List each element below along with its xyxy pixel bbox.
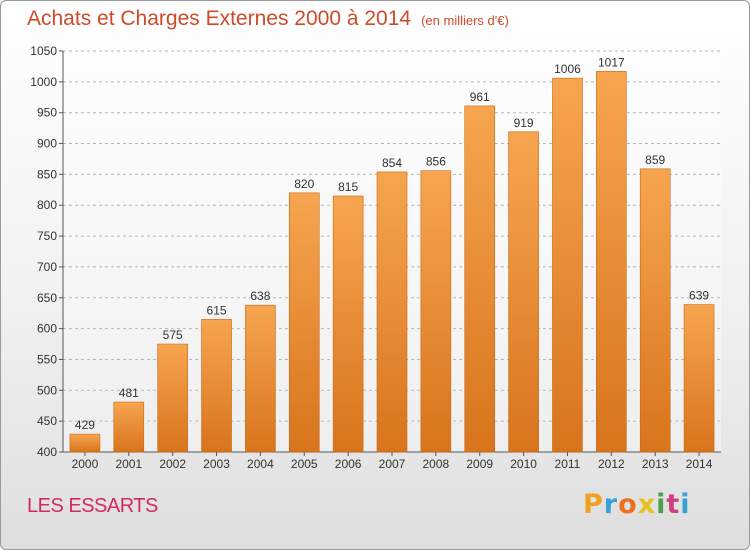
logo-letter: x [637,489,657,520]
bar-value-label: 856 [426,155,446,169]
logo-letter: o [618,489,638,520]
y-tick-label: 600 [37,322,57,336]
x-tick-label: 2010 [510,457,537,471]
y-tick-label: 900 [37,137,57,151]
y-tick-label: 400 [37,445,57,459]
bar [69,433,101,453]
y-tick-label: 1050 [30,44,57,58]
bar-value-label: 859 [645,153,665,167]
chart-title: Achats et Charges Externes 2000 à 2014 (e… [27,7,509,31]
x-tick-label: 2001 [115,457,142,471]
x-tick-label: 2009 [466,457,493,471]
x-tick-label: 2000 [72,457,99,471]
proxiti-logo: Proxiti [583,489,691,520]
bar-value-label: 1006 [554,62,581,76]
bar-value-label: 815 [338,180,358,194]
commune-name: LES ESSARTS [27,495,158,517]
title-text: Achats et Charges Externes 2000 à 2014 [27,7,412,30]
logo-letter: i [680,489,691,520]
x-tick-label: 2014 [686,457,713,471]
bar [376,171,408,453]
x-tick-label: 2012 [598,457,625,471]
y-tick-label: 950 [37,106,57,120]
logo-letter: P [583,489,604,520]
y-tick-label: 800 [37,198,57,212]
y-tick-label: 1000 [30,75,57,89]
bar-value-label: 615 [207,303,227,317]
unit-label: (en milliers d'€) [421,13,509,28]
bar-value-label: 638 [250,289,270,303]
bar [596,71,627,453]
bar-value-label: 639 [689,289,709,303]
bar-value-label: 575 [163,328,183,342]
bar [113,401,145,453]
logo-letter: r [603,489,619,520]
bar [683,304,715,453]
x-tick-label: 2007 [379,457,406,471]
bar [508,131,539,453]
y-tick-label: 550 [37,352,57,366]
bar [332,195,364,453]
x-tick-label: 2013 [642,457,669,471]
bar-value-label: 1017 [598,55,625,69]
x-tick-label: 2003 [203,457,230,471]
y-tick-label: 500 [37,383,57,397]
bar-value-label: 961 [470,90,490,104]
y-tick-label: 850 [37,167,57,181]
x-tick-label: 2004 [247,457,274,471]
bar [552,77,583,453]
bar-value-label: 919 [514,116,534,130]
bar [639,168,671,453]
bar [245,304,276,453]
x-tick-label: 2005 [291,457,318,471]
bar [157,343,188,453]
x-tick-label: 2011 [555,457,581,471]
logo-letter: i [656,489,667,520]
y-tick-label: 700 [37,260,57,274]
x-tick-label: 2008 [423,457,450,471]
bar-value-label: 820 [294,177,314,191]
y-tick-label: 650 [37,291,57,305]
bar-value-label: 854 [382,156,402,170]
bar [464,105,496,453]
bar [201,319,232,453]
y-tick-label: 750 [37,229,57,243]
x-tick-label: 2006 [335,457,362,471]
logo-letter: t [666,489,681,520]
bar [420,170,452,453]
bar-value-label: 481 [119,386,139,400]
bar-value-label: 429 [75,418,95,432]
y-tick-label: 450 [37,414,57,428]
bar [288,192,320,453]
x-tick-label: 2002 [159,457,186,471]
